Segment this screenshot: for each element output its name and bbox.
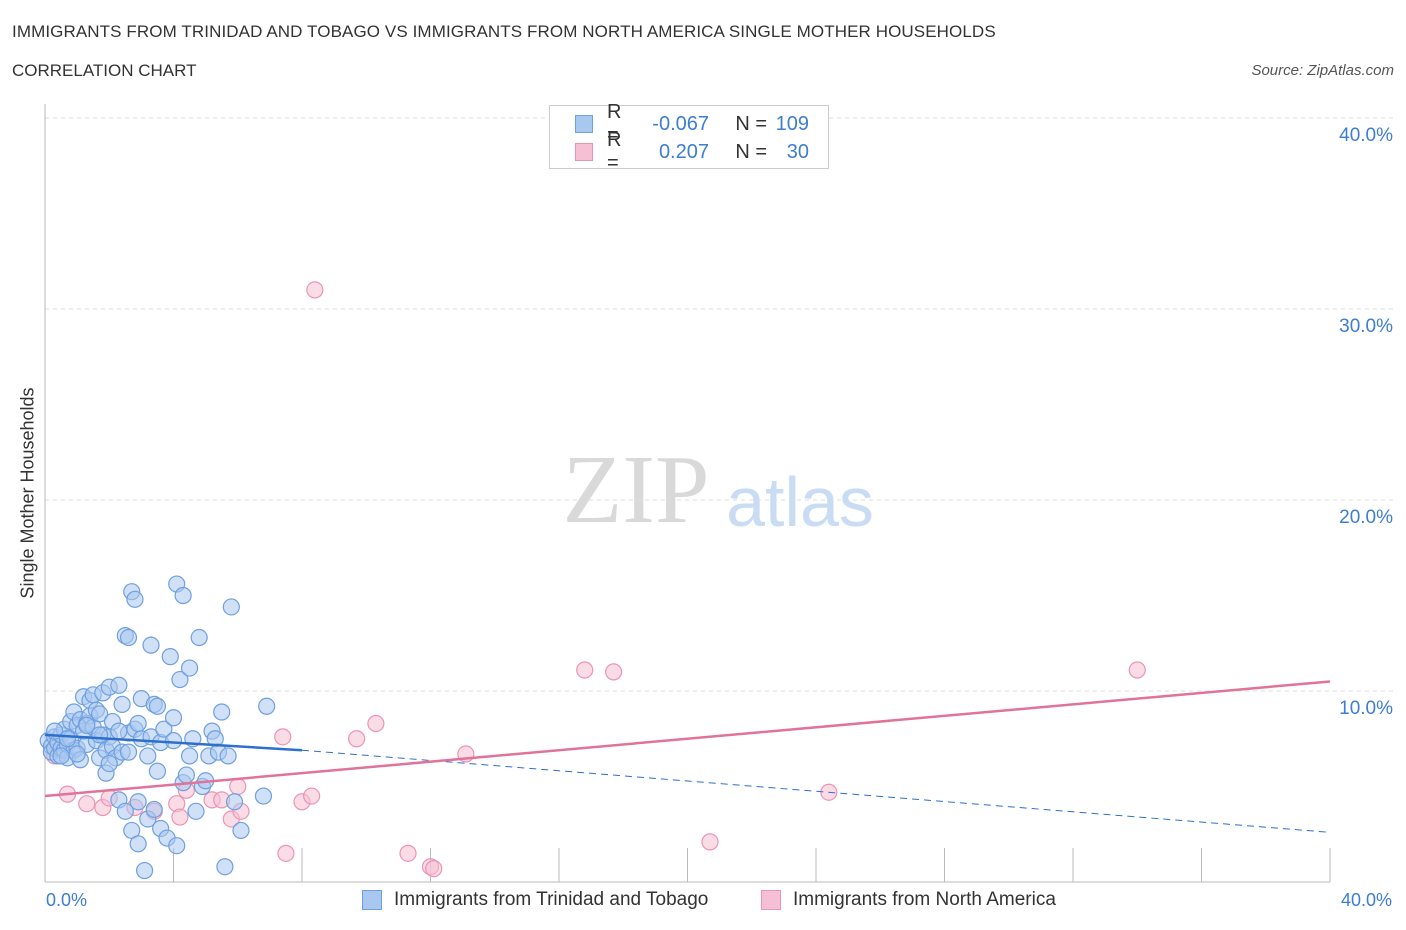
data-point bbox=[190, 628, 208, 647]
data-point bbox=[216, 858, 234, 876]
legend-row-trinidad: R = -0.067 N = 109 bbox=[550, 101, 809, 146]
data-point bbox=[367, 714, 385, 733]
series-north-america bbox=[46, 281, 1146, 878]
data-point bbox=[174, 586, 192, 605]
bottom-legend-north-america: Immigrants from North America bbox=[761, 889, 1056, 911]
data-point bbox=[348, 730, 366, 748]
data-point bbox=[701, 833, 719, 851]
legend-swatch-pink bbox=[575, 143, 593, 161]
legend-r-value: -0.067 bbox=[652, 112, 709, 135]
data-point bbox=[116, 802, 134, 820]
legend-r-label: R = bbox=[607, 129, 622, 174]
y-tick-label: 40.0% bbox=[1339, 125, 1393, 146]
data-point bbox=[277, 844, 295, 862]
data-point bbox=[225, 793, 244, 811]
data-point bbox=[155, 720, 173, 738]
data-point bbox=[110, 676, 128, 694]
data-point bbox=[576, 661, 594, 679]
series-trinidad-tobago bbox=[39, 575, 276, 880]
data-point bbox=[145, 800, 163, 819]
x-tick-max: 40.0% bbox=[1340, 890, 1392, 910]
data-point bbox=[78, 795, 96, 813]
source-credit: Source: ZipAtlas.com bbox=[1251, 62, 1394, 79]
data-point bbox=[110, 722, 128, 740]
trend-line-trinidad bbox=[44, 733, 303, 752]
y-tick-label: 10.0% bbox=[1339, 698, 1393, 719]
watermark-zip: ZIP bbox=[563, 436, 710, 544]
trend-line-trinidad-dashed bbox=[301, 749, 1331, 833]
data-point bbox=[126, 590, 144, 608]
data-point bbox=[164, 709, 183, 727]
data-point bbox=[177, 766, 195, 784]
trend-lines bbox=[44, 680, 1331, 833]
data-point bbox=[52, 747, 70, 765]
data-point bbox=[213, 703, 231, 721]
chart-subtitle: CORRELATION CHART bbox=[12, 61, 197, 80]
bottom-legend-label: Immigrants from Trinidad and Tobago bbox=[394, 889, 709, 910]
data-point bbox=[91, 705, 109, 723]
data-point bbox=[187, 802, 205, 820]
data-point bbox=[274, 728, 292, 746]
watermark-atlas: atlas bbox=[726, 463, 874, 541]
bottom-legend-label: Immigrants from North America bbox=[793, 889, 1056, 910]
data-point bbox=[91, 726, 109, 744]
data-point bbox=[142, 636, 160, 654]
data-point bbox=[171, 670, 189, 689]
data-point bbox=[161, 648, 179, 666]
legend-r-value: 0.207 bbox=[658, 140, 709, 163]
data-point bbox=[219, 747, 237, 765]
legend-n-value: 30 bbox=[786, 140, 809, 163]
data-point bbox=[135, 861, 154, 880]
legend-n-value: 109 bbox=[775, 112, 809, 135]
y-tick-label: 30.0% bbox=[1339, 316, 1393, 337]
bottom-legend-trinidad: Immigrants from Trinidad and Tobago bbox=[362, 889, 708, 911]
legend-r-label: R = bbox=[607, 101, 622, 146]
data-point bbox=[258, 697, 276, 715]
data-point bbox=[232, 821, 250, 840]
data-point bbox=[58, 730, 77, 748]
legend-row-north-america: R = 0.207 N = 30 bbox=[550, 129, 809, 174]
chart-title: IMMIGRANTS FROM TRINIDAD AND TOBAGO VS I… bbox=[12, 22, 996, 41]
data-point bbox=[78, 716, 96, 734]
data-point bbox=[164, 732, 183, 750]
data-point bbox=[306, 281, 324, 299]
data-point bbox=[129, 835, 147, 853]
data-point bbox=[113, 695, 131, 713]
y-tick-label: 20.0% bbox=[1339, 507, 1393, 528]
data-point bbox=[425, 860, 443, 878]
data-point bbox=[222, 598, 240, 616]
bottom-legend-swatch-pink bbox=[761, 890, 781, 910]
data-point bbox=[229, 777, 247, 796]
data-point bbox=[148, 762, 167, 780]
bottom-legend-swatch-blue bbox=[362, 890, 382, 910]
data-point bbox=[148, 697, 167, 715]
data-point bbox=[168, 837, 186, 855]
data-point bbox=[399, 844, 417, 862]
trend-line-north-america bbox=[44, 680, 1331, 798]
legend-swatch-blue bbox=[575, 115, 593, 133]
data-point bbox=[129, 714, 147, 733]
data-point bbox=[1128, 661, 1146, 679]
x-tick-min: 0.0% bbox=[46, 890, 88, 910]
y-tick-labels: 10.0% 20.0% 30.0% 40.0% bbox=[1339, 125, 1393, 719]
legend-n-label: N = bbox=[735, 112, 767, 135]
data-point bbox=[119, 628, 138, 647]
data-point bbox=[139, 747, 157, 765]
data-point bbox=[605, 663, 623, 681]
data-point bbox=[180, 747, 199, 765]
data-point bbox=[100, 754, 118, 773]
data-point bbox=[68, 745, 86, 763]
y-axis-label: Single Mother Households bbox=[17, 387, 38, 599]
data-point bbox=[129, 793, 147, 811]
data-point bbox=[180, 659, 199, 677]
data-point bbox=[171, 808, 189, 826]
data-point bbox=[303, 787, 321, 805]
data-point bbox=[254, 787, 273, 805]
stats-legend: R = -0.067 N = 109 R = 0.207 N = 30 bbox=[549, 101, 829, 174]
data-point bbox=[119, 743, 138, 761]
watermark: ZIP atlas bbox=[563, 436, 874, 544]
legend-n-label: N = bbox=[735, 140, 767, 163]
grid-lines bbox=[45, 117, 1395, 692]
